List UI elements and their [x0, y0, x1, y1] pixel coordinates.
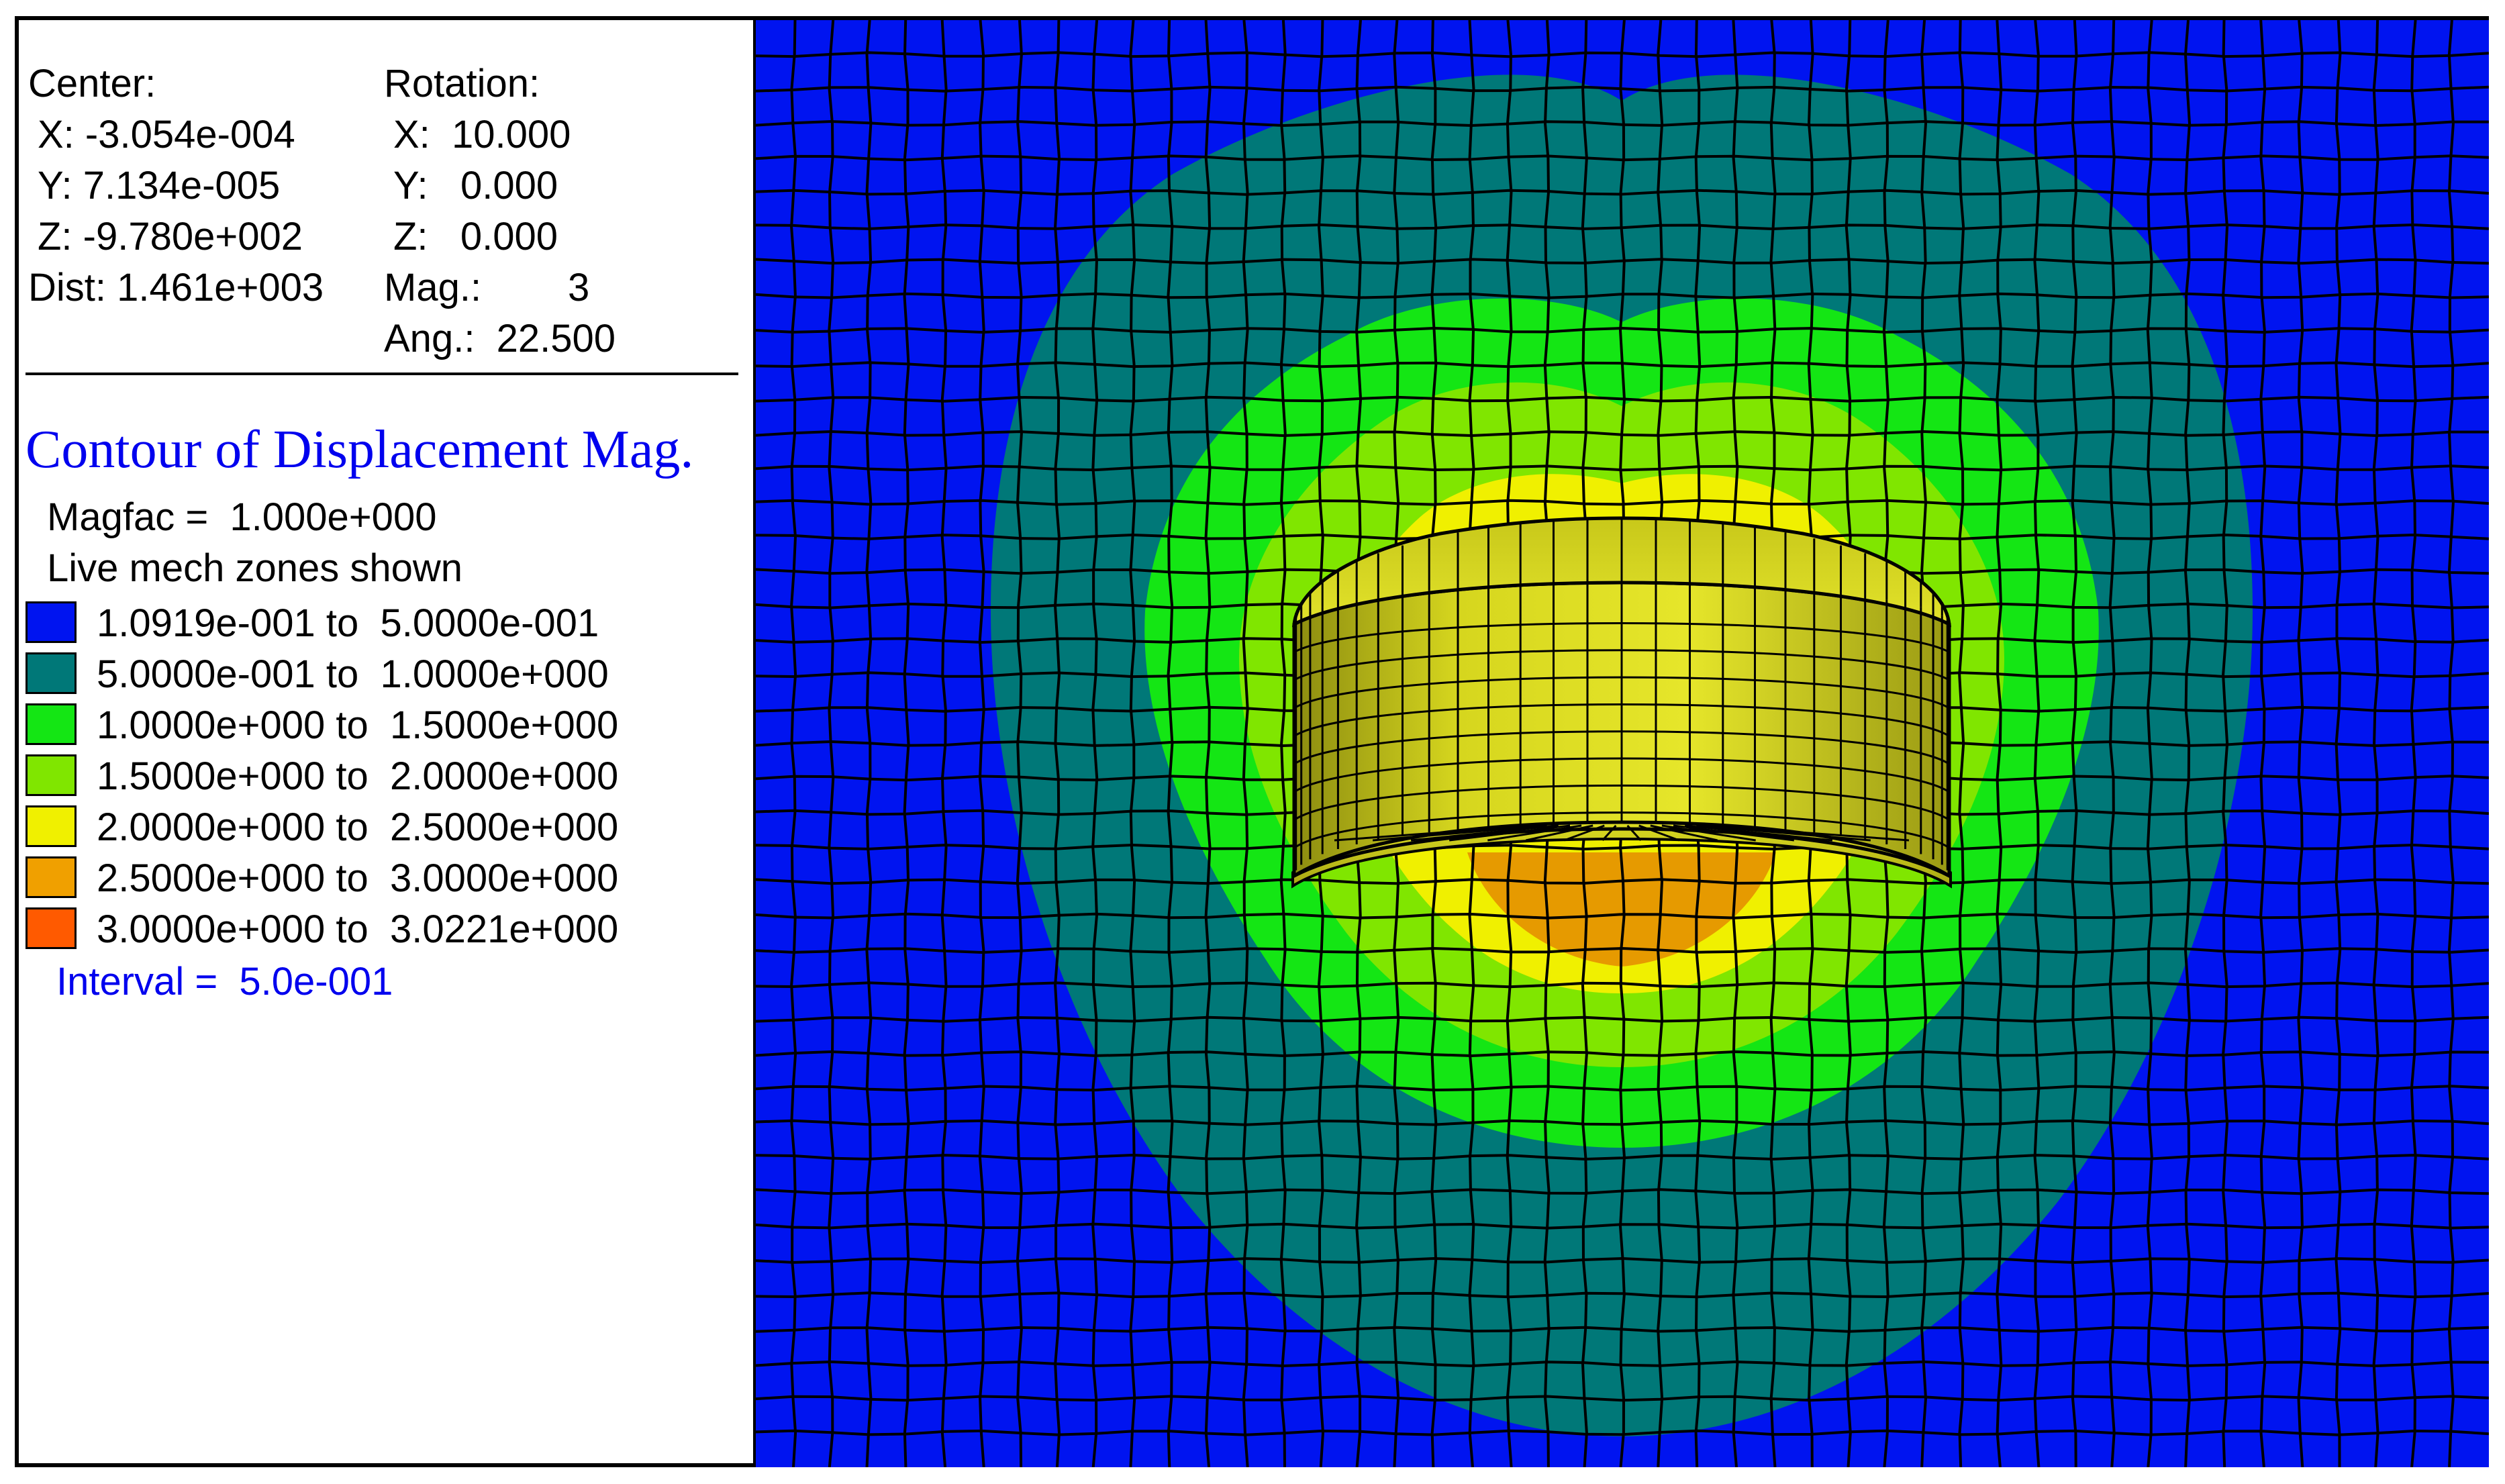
contour-plot	[756, 20, 2489, 1467]
interval-label: Interval = 5.0e-001	[56, 960, 393, 1003]
mesh-horizontal-line	[756, 1291, 2489, 1299]
mesh-horizontal-line	[756, 258, 2489, 265]
excavation-floor-mesh	[1696, 824, 1871, 842]
mesh-horizontal-line	[756, 1256, 2489, 1265]
figure-frame: Center: X: -3.054e-004 Y: 7.134e-005 Z: …	[15, 16, 2489, 1467]
legend-swatch-4	[26, 754, 77, 796]
mesh-horizontal-line	[756, 395, 2489, 403]
excavation-mesh-ring	[1293, 649, 1950, 681]
mesh-vertical-line	[2372, 20, 2379, 1467]
legend-band-label-5: 2.0000e+000 to 2.5000e+000	[97, 805, 619, 849]
mesh-horizontal-line	[756, 51, 2489, 58]
rotation-z: Z: 0.000	[393, 215, 558, 258]
legend-band-label-7: 3.0000e+000 to 3.0221e+000	[97, 907, 619, 951]
magnification: Mag.: 3	[384, 266, 590, 309]
excavation-floor-mesh	[1661, 824, 1756, 842]
center-z: Z: -9.780e+002	[38, 215, 303, 258]
legend-band-label-1: 1.0919e-001 to 5.0000e-001	[97, 601, 599, 645]
mesh-horizontal-line	[756, 1395, 2489, 1402]
legend-band-label-6: 2.5000e+000 to 3.0000e+000	[97, 856, 619, 900]
center-y: Y: 7.134e-005	[38, 164, 281, 207]
legend-band-label-3: 1.0000e+000 to 1.5000e+000	[97, 703, 619, 747]
excavation-mesh-ring	[1293, 730, 1950, 765]
legend-band-label-4: 1.5000e+000 to 2.0000e+000	[97, 754, 619, 798]
excavation-mesh-ring	[1293, 784, 1950, 821]
excavation-mesh-ring	[1293, 811, 1950, 849]
mesh-horizontal-line	[756, 878, 2489, 885]
mesh-vertical-line	[1016, 20, 1023, 1467]
mesh-horizontal-line	[756, 1326, 2489, 1333]
mesh-horizontal-line	[756, 946, 2489, 954]
legend-swatch-1	[26, 601, 77, 643]
zones-note: Live mech zones shown	[47, 546, 462, 590]
distance: Dist: 1.461e+003	[28, 266, 324, 309]
legend-panel: Center: X: -3.054e-004 Y: 7.134e-005 Z: …	[19, 20, 756, 1463]
excavation-floor-mesh	[1334, 824, 1536, 842]
legend-swatch-3	[26, 703, 77, 745]
legend-swatch-7	[26, 907, 77, 949]
rotation-x: X: 10.000	[393, 113, 571, 156]
mesh-horizontal-line	[756, 1360, 2489, 1368]
mesh-horizontal-line	[756, 85, 2489, 93]
mesh-vertical-line	[2183, 20, 2192, 1467]
mesh-horizontal-line	[756, 1085, 2489, 1092]
excavation-mesh-ring	[1293, 622, 1950, 654]
magfac-label: Magfac = 1.000e+000	[47, 495, 437, 539]
mesh-horizontal-line	[756, 154, 2489, 162]
legend-swatch-5	[26, 805, 77, 847]
mesh-horizontal-line	[756, 326, 2489, 334]
excavation-mesh	[1293, 518, 1950, 871]
mesh-vertical-line	[828, 20, 835, 1467]
mesh-horizontal-line	[756, 1050, 2489, 1058]
mesh-horizontal-line	[756, 119, 2489, 128]
excavation-floor-mesh	[1708, 824, 1910, 842]
mesh-horizontal-line	[756, 499, 2489, 506]
center-x: X: -3.054e-004	[38, 113, 295, 156]
mesh-horizontal-line	[756, 1188, 2489, 1195]
excavation-mesh-ring	[1293, 757, 1950, 793]
mesh-horizontal-line	[756, 1016, 2489, 1023]
rotation-y: Y: 0.000	[393, 164, 558, 207]
mesh-vertical-line	[1279, 20, 1287, 1467]
mesh-horizontal-line	[756, 1153, 2489, 1161]
mesh-horizontal-line	[756, 843, 2489, 851]
mesh-horizontal-line	[756, 1429, 2489, 1436]
mesh-horizontal-line	[756, 430, 2489, 438]
excavation-floor-mesh	[1372, 824, 1547, 842]
mesh-vertical-line	[1091, 20, 1099, 1467]
mesh-horizontal-line	[756, 223, 2489, 231]
excavation-mesh-ring	[1293, 676, 1950, 709]
legend-swatch-2	[26, 652, 77, 694]
view-angle: Ang.: 22.500	[384, 317, 616, 360]
mesh-horizontal-line	[756, 912, 2489, 920]
excavation-mesh-ring	[1293, 703, 1950, 737]
excavation-floor-edge	[1293, 827, 1951, 878]
mesh-horizontal-line	[756, 1119, 2489, 1126]
legend-swatch-6	[26, 856, 77, 898]
mesh-vertical-line	[2108, 20, 2116, 1467]
mesh-horizontal-line	[756, 292, 2489, 299]
mesh-horizontal-line	[756, 1222, 2489, 1230]
excavation-floor-mesh	[1487, 824, 1582, 842]
center-label: Center:	[28, 62, 156, 105]
mesh-horizontal-line	[756, 361, 2489, 368]
mesh-horizontal-line	[756, 464, 2489, 472]
legend-title: Contour of Displacement Mag.	[26, 420, 694, 479]
mesh-horizontal-line	[756, 189, 2489, 196]
rotation-label: Rotation:	[384, 62, 540, 105]
legend-band-label-2: 5.0000e-001 to 1.0000e+000	[97, 652, 609, 696]
mesh-horizontal-line	[756, 981, 2489, 989]
legend-divider	[26, 373, 738, 375]
